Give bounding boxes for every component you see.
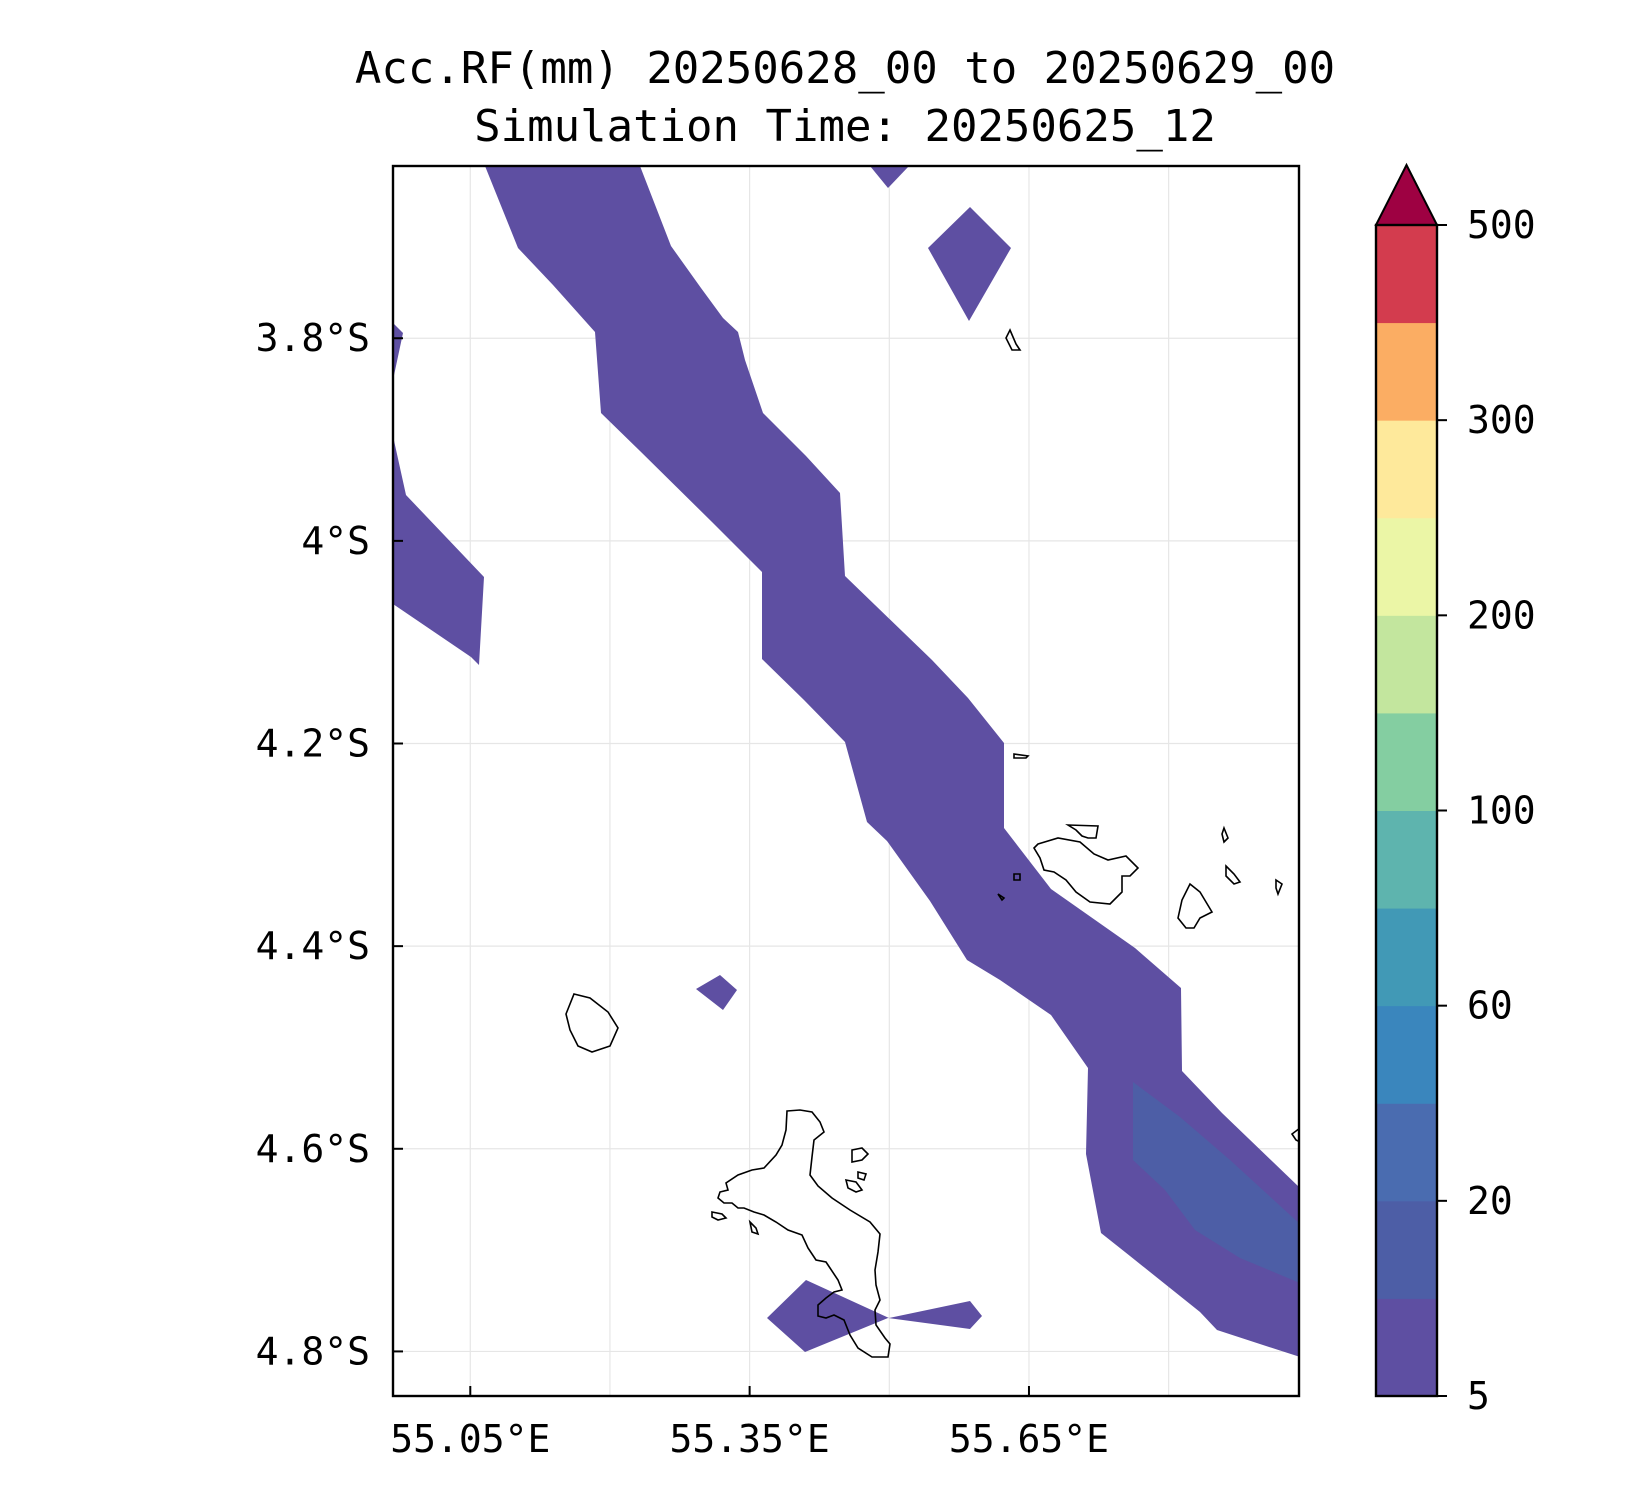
colorbar-extend-arrow — [1374, 162, 1439, 226]
colorbar-segment — [1376, 1103, 1437, 1202]
island-north-3 — [1013, 873, 1021, 881]
rain-patch-20-40 — [1133, 1082, 1299, 1283]
rain-patch-diamond — [928, 207, 1011, 321]
island-st-anne-2 — [844, 1178, 864, 1193]
chart-subtitle: Simulation Time: 20250625_12 — [474, 101, 1216, 152]
colorbar-segment — [1376, 1200, 1437, 1299]
chart-title: Acc.RF(mm) 20250628_00 to 20250629_00 — [354, 43, 1336, 94]
rain-band-left — [393, 436, 484, 665]
island-north-1 — [1005, 328, 1022, 351]
island-marianne — [1275, 878, 1283, 897]
colorbar-segment — [1376, 322, 1437, 421]
lon-tick-label: 55.35°E — [670, 1417, 830, 1461]
colorbar: 5 20 60 100 200 300 500 — [1374, 162, 1536, 1418]
colorbar-segment — [1376, 420, 1437, 519]
island-silhouette — [565, 993, 619, 1053]
lon-tick-label: 55.65°E — [949, 1417, 1109, 1461]
map-frame — [391, 164, 1301, 1398]
rain-band-upper-left — [393, 323, 403, 380]
colorbar-segment — [1376, 225, 1437, 324]
colorbar-segment — [1376, 908, 1437, 1007]
colorbar-tick-label: 60 — [1467, 984, 1513, 1028]
colorbar-segment — [1376, 517, 1437, 616]
island-praslin — [1032, 837, 1140, 905]
island-mahe — [717, 1109, 891, 1358]
lat-tick-label: 4.6°S — [256, 1127, 370, 1171]
rain-band-main — [485, 166, 1299, 1357]
island-north-4 — [997, 893, 1006, 902]
lat-tick-label: 4.4°S — [256, 924, 370, 968]
rain-patch-top — [870, 166, 909, 188]
rainfall-fill — [393, 166, 1299, 1357]
lat-tick-label: 4°S — [301, 519, 370, 563]
island-north-2 — [1013, 753, 1030, 759]
colorbar-segment — [1376, 1298, 1437, 1397]
colorbar-segment — [1376, 810, 1437, 909]
colorbar-segment — [1376, 712, 1437, 811]
lat-tick-label: 3.8°S — [256, 316, 370, 360]
colorbar-tick-label: 100 — [1467, 789, 1536, 833]
colorbar-tick-label: 20 — [1467, 1179, 1513, 1223]
lat-tick-label: 4.8°S — [256, 1329, 370, 1373]
colorbar-tick-label: 500 — [1467, 203, 1536, 247]
coastlines — [565, 328, 1299, 1358]
lon-tick-label: 55.05°E — [390, 1417, 550, 1461]
rain-patch-small — [696, 975, 737, 1010]
longitude-axis: 55.05°E 55.35°E 55.65°E — [390, 1386, 1109, 1461]
island-mahe-islet1 — [711, 1211, 728, 1221]
latitude-axis: 3.8°S 4°S 4.2°S 4.4°S 4.6°S 4.8°S — [256, 316, 403, 1373]
lat-tick-label: 4.2°S — [256, 722, 370, 766]
colorbar-tick-label: 5 — [1467, 1374, 1490, 1418]
island-curieuse — [1065, 824, 1099, 839]
colorbar-segment — [1376, 1005, 1437, 1104]
colorbar-segment — [1376, 615, 1437, 714]
island-la-digue — [1177, 882, 1214, 929]
island-mahe-islet2 — [748, 1219, 760, 1236]
island-aride — [1221, 825, 1229, 844]
island-st-anne-3 — [857, 1170, 868, 1182]
rain-patch-bottom — [767, 1280, 982, 1352]
colorbar-tick-label: 200 — [1467, 593, 1536, 637]
island-st-anne — [851, 1147, 870, 1163]
colorbar-tick-label: 300 — [1467, 398, 1536, 442]
island-felicite — [1225, 864, 1242, 885]
